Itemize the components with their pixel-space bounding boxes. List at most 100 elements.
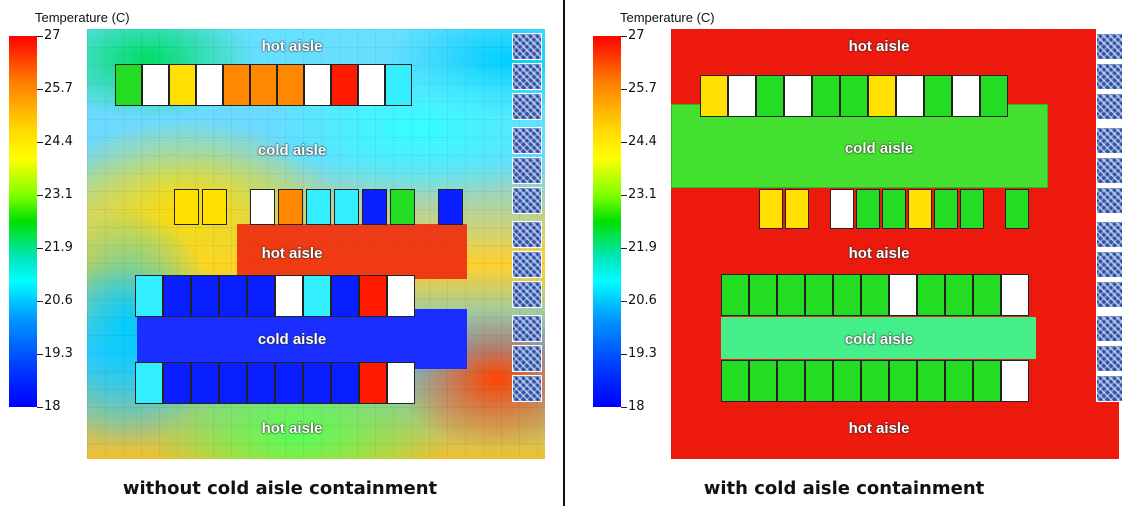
- server-rack: [174, 189, 199, 225]
- server-rack: [756, 75, 784, 117]
- server-rack: [861, 360, 889, 402]
- server-rack: [250, 64, 277, 106]
- server-rack: [960, 189, 985, 229]
- hot-zone: [237, 224, 467, 279]
- cooling-unit-icon: [1096, 281, 1122, 308]
- server-rack: [303, 362, 331, 404]
- aisle-label-hot-3: hot aisle: [848, 420, 910, 437]
- aisle-label-hot-2: hot aisle: [848, 245, 910, 262]
- server-rack: [219, 275, 247, 317]
- server-rack: [196, 64, 223, 106]
- cooling-unit-icon: [1096, 345, 1122, 372]
- server-rack: [812, 75, 840, 117]
- blue-wall-panel: [1096, 29, 1119, 401]
- server-rack: [805, 360, 833, 402]
- server-rack: [163, 275, 191, 317]
- cooling-unit-icon: [1096, 93, 1122, 120]
- legend-tick-mark: [621, 248, 627, 249]
- aisle-label-cold-2: cold aisle: [257, 331, 327, 348]
- server-rack: [1001, 274, 1029, 316]
- server-rack: [777, 274, 805, 316]
- server-rack: [359, 362, 387, 404]
- server-rack: [749, 360, 777, 402]
- server-rack: [830, 189, 855, 229]
- server-rack: [973, 274, 1001, 316]
- server-rack: [303, 275, 331, 317]
- legend-tick-label: 20.6: [628, 293, 657, 308]
- color-scale-bar: [593, 36, 621, 407]
- server-rack: [868, 75, 896, 117]
- server-rack: [202, 189, 227, 225]
- server-rack: [759, 189, 783, 229]
- server-rack: [833, 274, 861, 316]
- server-rack: [191, 275, 219, 317]
- aisle-label-hot-2: hot aisle: [261, 245, 323, 262]
- thermal-map: hot aisle cold aisle hot aisle cold aisl…: [87, 29, 545, 459]
- server-rack: [833, 360, 861, 402]
- server-rack: [945, 274, 973, 316]
- cooling-unit-icon: [1096, 221, 1122, 248]
- server-rack: [247, 275, 275, 317]
- legend-tick-label: 19.3: [628, 346, 657, 361]
- legend-tick-label: 18: [44, 399, 61, 414]
- server-rack: [362, 189, 387, 225]
- server-rack: [358, 64, 385, 106]
- server-rack: [924, 75, 952, 117]
- aisle-label-cold-1: cold aisle: [257, 142, 327, 159]
- panel-without-containment: Temperature (C) 27 25.7 24.4 23.1 21.9 20.6 19…: [0, 0, 560, 506]
- cooling-unit-icon: [512, 221, 542, 248]
- legend-tick-mark: [37, 354, 43, 355]
- server-rack: [334, 189, 359, 225]
- server-rack: [952, 75, 980, 117]
- server-rack: [721, 274, 749, 316]
- server-rack: [438, 189, 463, 225]
- legend-tick-mark: [37, 89, 43, 90]
- legend-tick-mark: [621, 354, 627, 355]
- server-rack: [115, 64, 142, 106]
- server-rack: [908, 189, 933, 229]
- server-rack: [390, 189, 415, 225]
- cooling-unit-icon: [512, 63, 542, 90]
- legend-tick-label: 27: [44, 28, 61, 43]
- server-rack: [700, 75, 728, 117]
- server-rack: [142, 64, 169, 106]
- legend-tick-label: 24.4: [44, 134, 73, 149]
- server-rack: [387, 362, 415, 404]
- server-rack: [275, 362, 303, 404]
- cooling-unit-icon: [1096, 157, 1122, 184]
- legend-tick-label: 20.6: [44, 293, 73, 308]
- server-rack: [1005, 189, 1030, 229]
- server-rack: [277, 64, 304, 106]
- server-rack: [169, 64, 196, 106]
- legend-tick-label: 27: [628, 28, 645, 43]
- legend-tick-mark: [37, 407, 43, 408]
- server-rack: [882, 189, 907, 229]
- server-rack: [359, 275, 387, 317]
- cooling-unit-icon: [512, 281, 542, 308]
- thermal-map: hot aisle cold aisle hot aisle cold aisl…: [671, 29, 1119, 459]
- aisle-label-cold-1: cold aisle: [844, 140, 914, 157]
- server-rack: [135, 362, 163, 404]
- cooling-unit-icon: [1096, 63, 1122, 90]
- cooling-unit-icon: [1096, 375, 1122, 402]
- server-rack: [973, 360, 1001, 402]
- server-rack: [896, 75, 924, 117]
- server-rack: [840, 75, 868, 117]
- legend-tick-label: 19.3: [44, 346, 73, 361]
- cooling-unit-icon: [512, 251, 542, 278]
- cooling-unit-icon: [512, 33, 542, 60]
- cooling-unit-icon: [1096, 251, 1122, 278]
- aisle-label-hot-1: hot aisle: [261, 38, 323, 55]
- server-rack: [805, 274, 833, 316]
- legend-title: Temperature (C): [35, 10, 130, 25]
- caption-without-containment: without cold aisle containment: [122, 478, 438, 499]
- server-rack: [861, 274, 889, 316]
- cooling-unit-icon: [1096, 187, 1122, 214]
- legend-tick-mark: [37, 195, 43, 196]
- legend-tick-mark: [37, 301, 43, 302]
- server-rack: [304, 64, 331, 106]
- server-rack: [1001, 360, 1029, 402]
- caption-with-containment: with cold aisle containment: [703, 478, 985, 499]
- legend-tick-mark: [37, 142, 43, 143]
- legend-title: Temperature (C): [620, 10, 715, 25]
